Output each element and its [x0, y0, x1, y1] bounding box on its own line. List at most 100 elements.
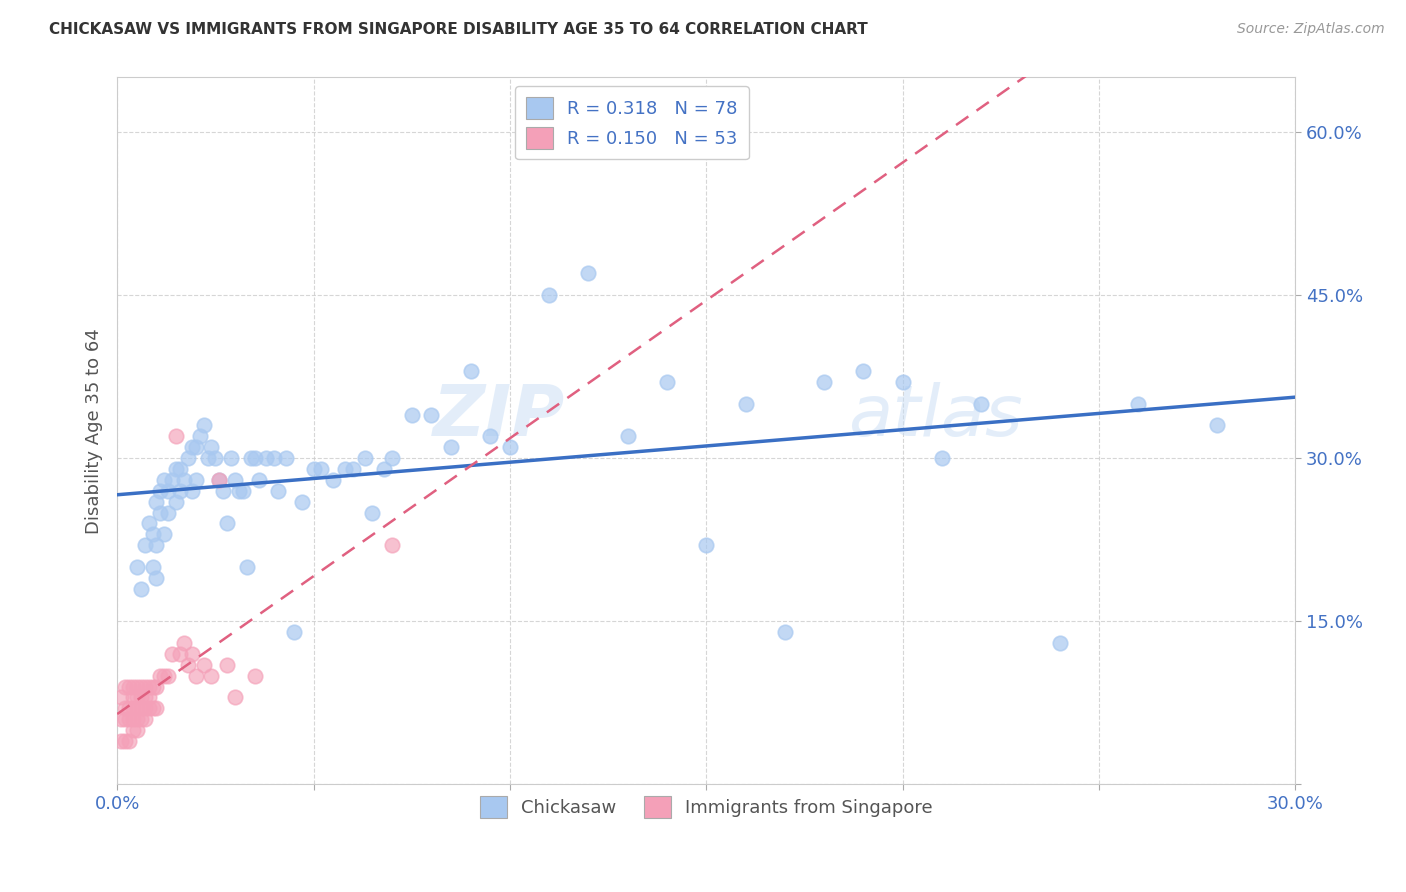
Point [160, 473, 183, 487]
Point [322, 473, 344, 487]
Point [254, 451, 277, 466]
Point [160, 647, 183, 661]
Point [243, 451, 266, 466]
Point [129, 582, 152, 596]
Point [184, 473, 207, 487]
Point [200, 668, 222, 682]
Point [118, 701, 141, 715]
Point [122, 701, 145, 715]
Point [138, 680, 160, 694]
Point [118, 712, 141, 726]
Point [311, 462, 333, 476]
Point [134, 680, 156, 694]
Point [267, 483, 290, 498]
Point [165, 494, 187, 508]
Point [239, 451, 262, 466]
Point [153, 527, 176, 541]
Point [197, 451, 219, 466]
Point [125, 690, 148, 705]
Point [145, 494, 167, 508]
Point [578, 266, 600, 280]
Point [970, 397, 993, 411]
Point [138, 516, 160, 531]
Point [134, 712, 156, 726]
Point [169, 483, 191, 498]
Point [263, 451, 285, 466]
Point [118, 680, 141, 694]
Point [538, 288, 561, 302]
Point [149, 668, 172, 682]
Point [353, 451, 375, 466]
Point [291, 494, 314, 508]
Text: CHICKASAW VS IMMIGRANTS FROM SINGAPORE DISABILITY AGE 35 TO 64 CORRELATION CHART: CHICKASAW VS IMMIGRANTS FROM SINGAPORE D… [49, 22, 868, 37]
Point [232, 483, 254, 498]
Point [184, 668, 207, 682]
Point [333, 462, 356, 476]
Point [228, 483, 250, 498]
Point [274, 451, 297, 466]
Point [891, 375, 914, 389]
Point [200, 440, 222, 454]
Point [616, 429, 638, 443]
Point [165, 429, 187, 443]
Legend: Chickasaw, Immigrants from Singapore: Chickasaw, Immigrants from Singapore [472, 789, 941, 825]
Point [208, 473, 231, 487]
Point [224, 690, 246, 705]
Point [236, 560, 259, 574]
Point [114, 680, 136, 694]
Point [342, 462, 364, 476]
Point [125, 560, 148, 574]
Point [169, 462, 191, 476]
Text: atlas: atlas [848, 383, 1022, 451]
Point [110, 734, 132, 748]
Point [217, 516, 239, 531]
Point [1128, 397, 1150, 411]
Point [173, 473, 195, 487]
Point [479, 429, 502, 443]
Point [373, 462, 395, 476]
Point [188, 429, 211, 443]
Point [440, 440, 463, 454]
Point [169, 647, 191, 661]
Point [193, 657, 215, 672]
Point [149, 483, 172, 498]
Point [157, 506, 180, 520]
Point [122, 680, 145, 694]
Point [208, 473, 231, 487]
Point [852, 364, 875, 378]
Point [129, 690, 152, 705]
Point [110, 712, 132, 726]
Point [149, 506, 172, 520]
Point [134, 690, 156, 705]
Point [283, 625, 305, 640]
Point [655, 375, 678, 389]
Point [114, 734, 136, 748]
Point [141, 680, 163, 694]
Point [118, 734, 141, 748]
Point [401, 408, 423, 422]
Point [177, 657, 200, 672]
Point [219, 451, 242, 466]
Point [931, 451, 953, 466]
Text: Source: ZipAtlas.com: Source: ZipAtlas.com [1237, 22, 1385, 37]
Point [695, 538, 717, 552]
Point [125, 723, 148, 737]
Point [122, 690, 145, 705]
Point [420, 408, 443, 422]
Point [153, 473, 176, 487]
Point [165, 462, 187, 476]
Point [813, 375, 835, 389]
Point [204, 451, 226, 466]
Point [129, 701, 152, 715]
Point [177, 451, 200, 466]
Point [1205, 418, 1227, 433]
Point [773, 625, 796, 640]
Point [125, 680, 148, 694]
Point [302, 462, 325, 476]
Point [122, 712, 145, 726]
Point [141, 701, 163, 715]
Point [145, 701, 167, 715]
Point [734, 397, 756, 411]
Point [247, 473, 270, 487]
Point [110, 690, 132, 705]
